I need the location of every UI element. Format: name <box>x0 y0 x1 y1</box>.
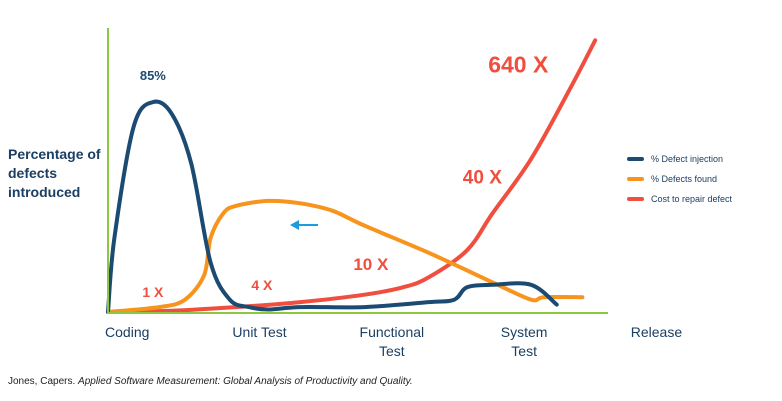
series-line-defects-found <box>106 198 585 314</box>
annotation-label: 10 X <box>353 255 389 274</box>
legend-item-defects-found: % Defects found <box>627 169 732 189</box>
arrow-head <box>290 220 299 230</box>
citation: Jones, Capers. Applied Software Measurem… <box>8 376 413 387</box>
x-tick-label: System Test <box>501 324 548 359</box>
legend-swatch <box>627 197 644 201</box>
series-line-cost-to-repair-defect <box>106 38 598 314</box>
left-arrow-icon <box>290 220 318 230</box>
legend-swatch <box>627 157 644 161</box>
legend-item-defect-injection: % Defect injection <box>627 149 732 169</box>
series-line-defect-injection <box>106 99 559 314</box>
citation-author: Jones, Capers. <box>8 376 76 387</box>
x-tick-label: Functional Test <box>360 324 425 359</box>
x-tick-label: Coding <box>105 324 149 340</box>
annotation-label: 85% <box>140 68 166 83</box>
legend-item-cost-to-repair: Cost to repair defect <box>627 189 732 209</box>
series-layer <box>106 38 598 314</box>
annotation-label: 640 X <box>488 51 549 77</box>
legend-swatch <box>627 177 644 181</box>
legend-label: Cost to repair defect <box>651 194 733 204</box>
annotation-label: 40 X <box>463 168 502 189</box>
legend-label: % Defect injection <box>651 154 724 164</box>
x-tick-label: Unit Test <box>232 324 286 340</box>
x-tick-label: Release <box>631 324 683 340</box>
annotation-label: 4 X <box>251 277 273 293</box>
legend: % Defect injection % Defects found Cost … <box>627 149 732 209</box>
annotation-label: 1 X <box>142 284 164 300</box>
x-tick-labels: Coding Unit Test Functional Test System Test R… <box>105 324 682 359</box>
legend-label: % Defects found <box>651 174 718 184</box>
annotation-layer: 85% 1 X 4 X 10 X 40 X 640 X <box>140 51 549 300</box>
y-axis-label: Percentage of defects introduced <box>8 146 101 200</box>
citation-title: Applied Software Measurement: Global Ana… <box>78 376 413 387</box>
